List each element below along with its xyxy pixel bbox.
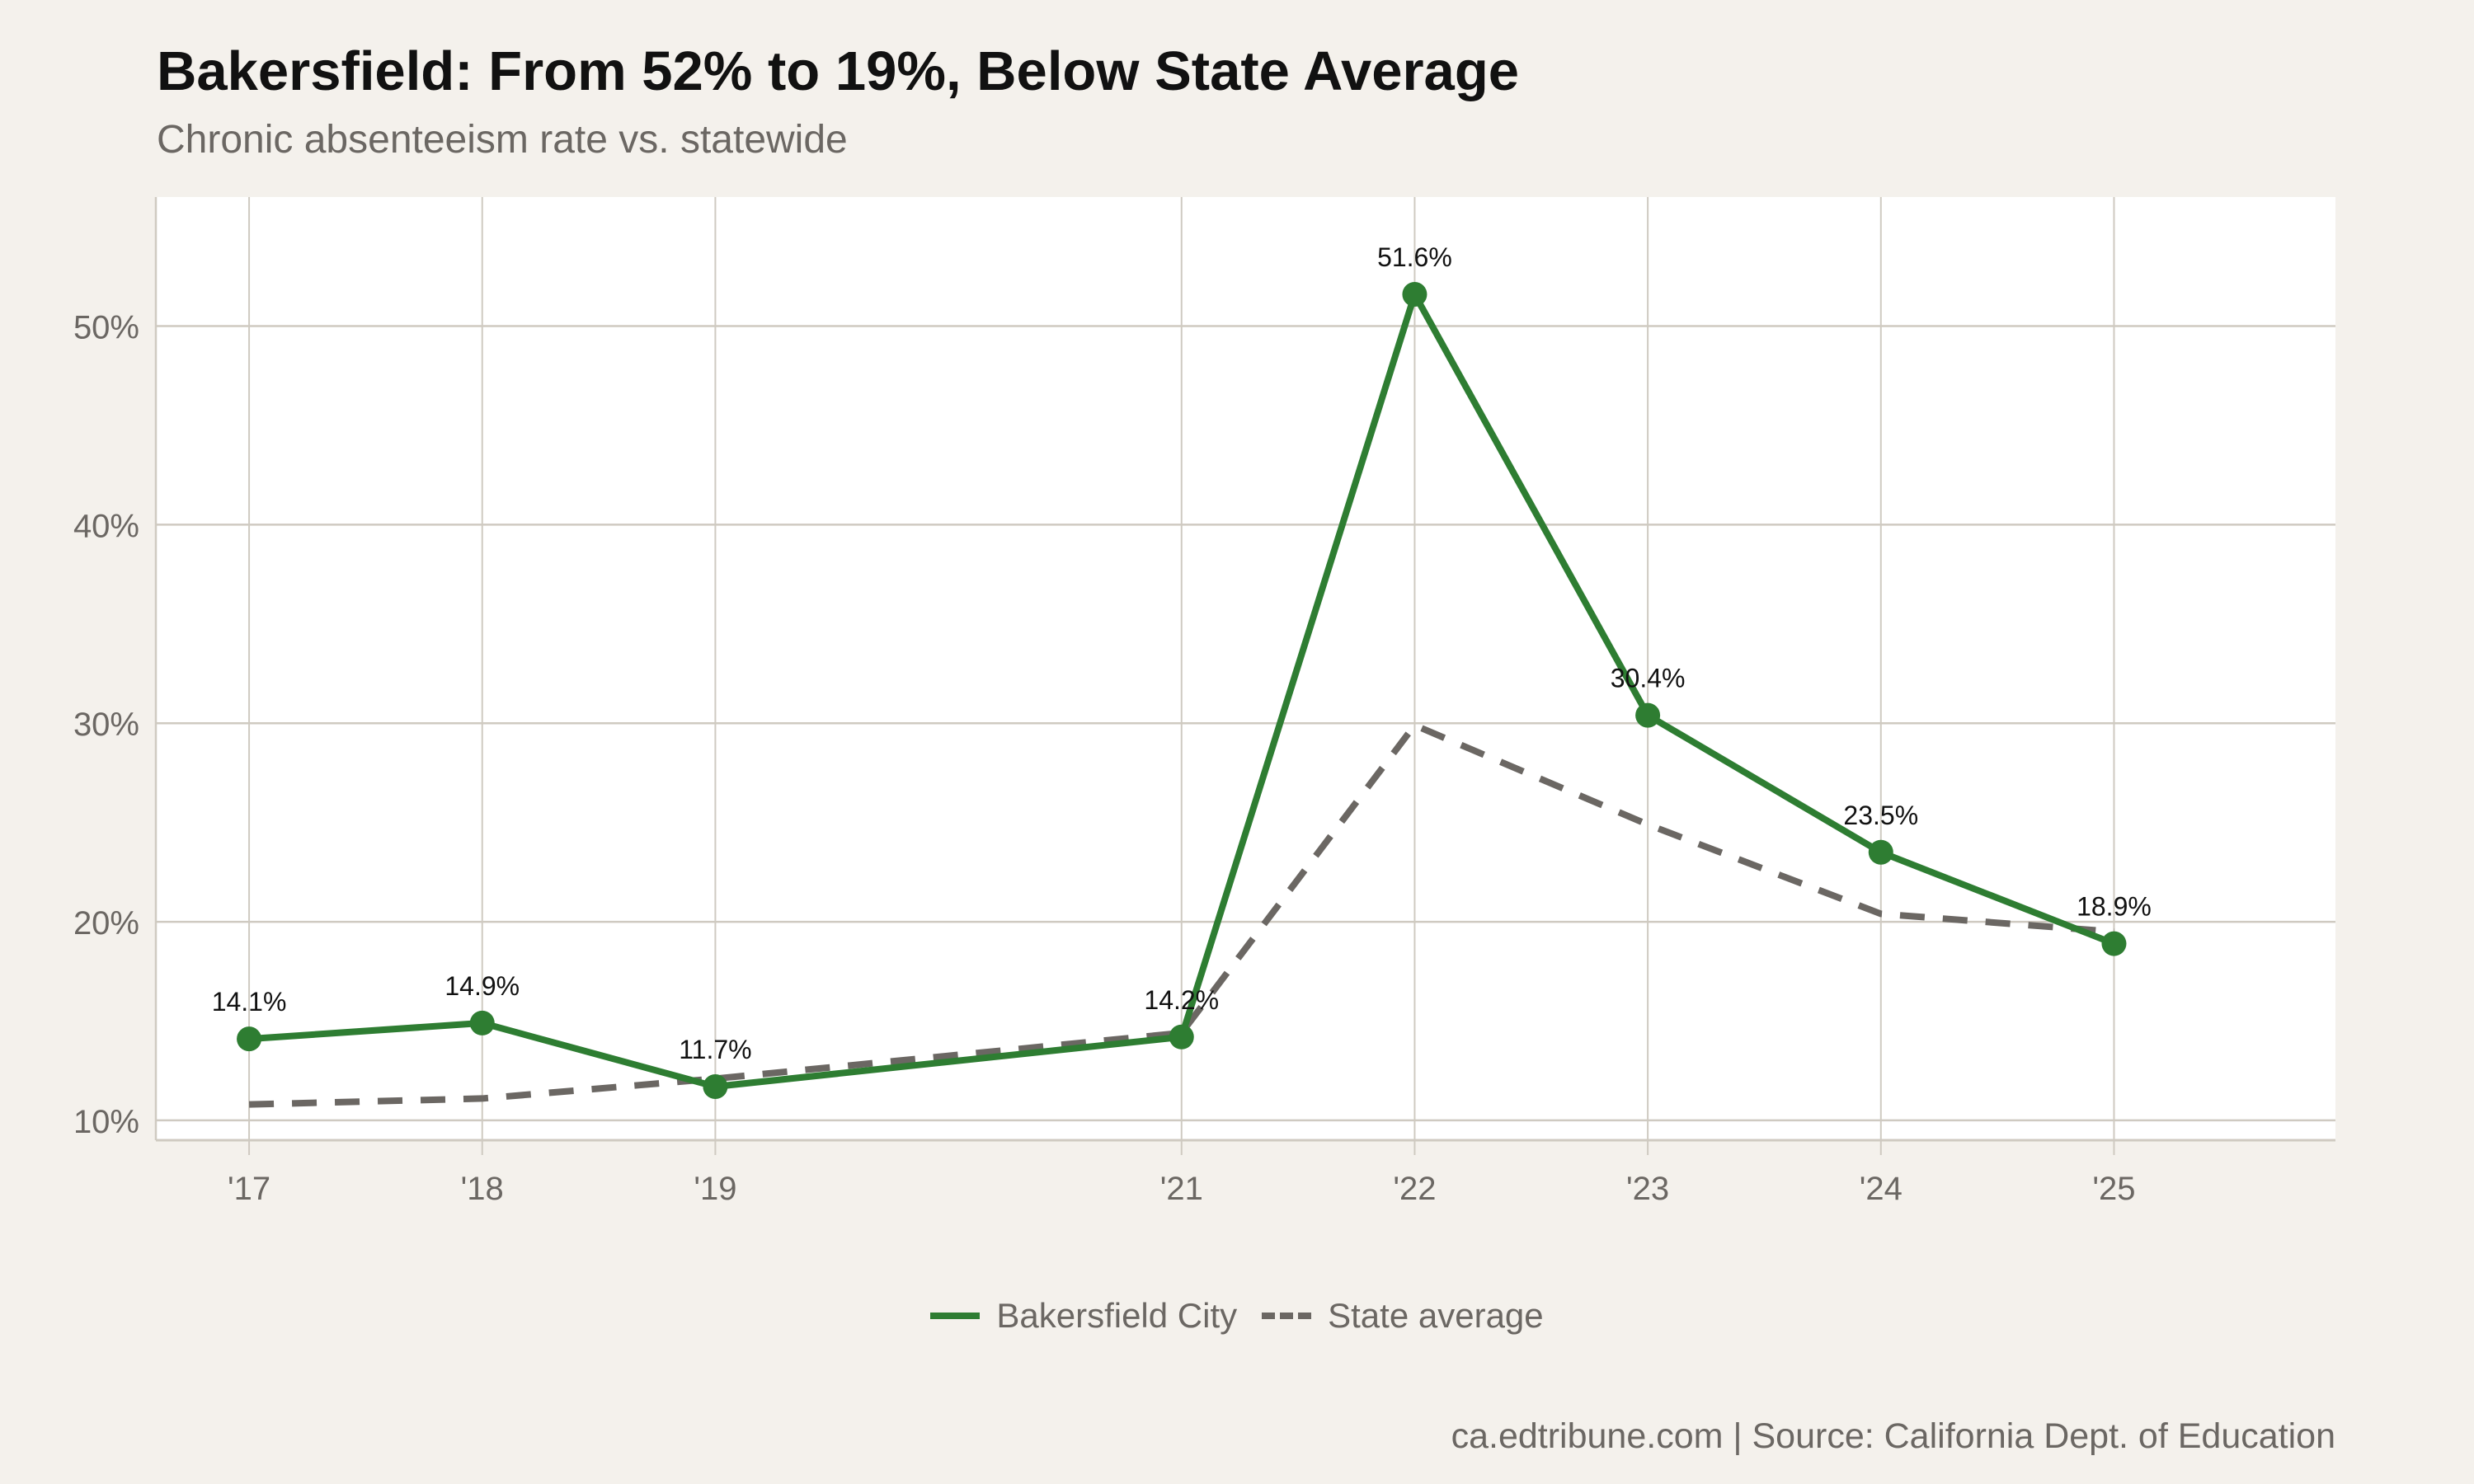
plot-area — [156, 197, 2335, 1140]
x-tick-label: '18 — [461, 1171, 504, 1207]
legend-label: Bakersfield City — [996, 1296, 1238, 1335]
series-line-bakersfield — [248, 291, 2115, 1090]
y-tick-label: 30% — [73, 707, 139, 743]
data-label: 14.1% — [212, 987, 287, 1017]
data-point — [703, 1073, 728, 1099]
legend-label: State average — [1328, 1296, 1544, 1335]
data-point — [237, 1026, 262, 1052]
data-point — [1169, 1024, 1194, 1050]
y-tick-label: 20% — [73, 905, 139, 942]
y-tick-label: 50% — [73, 310, 139, 346]
x-tick-label: '25 — [2092, 1171, 2135, 1207]
series-line-state-average — [248, 721, 2114, 1108]
data-point — [1868, 839, 1893, 865]
data-label: 14.2% — [1144, 985, 1219, 1015]
data-label: 23.5% — [1843, 801, 1918, 830]
legend-swatch-dashed — [1262, 1313, 1312, 1319]
legend-item-state: State average — [1262, 1296, 1544, 1336]
source-caption: ca.edtribune.com | Source: California De… — [1451, 1416, 2335, 1456]
x-tick-label: '22 — [1393, 1171, 1436, 1207]
legend: Bakersfield City State average — [0, 1296, 2474, 1336]
x-tick-label: '24 — [1860, 1171, 1903, 1207]
data-label: 11.7% — [679, 1035, 751, 1064]
data-label: 14.9% — [444, 971, 520, 1001]
data-point — [2101, 931, 2127, 956]
data-point — [1402, 282, 1427, 308]
chart-subtitle: Chronic absenteeism rate vs. statewide — [157, 118, 848, 162]
data-label: 51.6% — [1377, 242, 1452, 272]
legend-item-bakersfield: Bakersfield City — [930, 1296, 1237, 1336]
legend-swatch-solid — [930, 1313, 981, 1319]
x-tick-label: '23 — [1626, 1171, 1669, 1207]
chart-title: Bakersfield: From 52% to 19%, Below Stat… — [157, 40, 1520, 102]
data-point — [469, 1010, 495, 1036]
data-label: 30.4% — [1611, 664, 1686, 693]
x-tick-label: '19 — [694, 1171, 736, 1207]
data-point — [1635, 702, 1661, 728]
data-label: 18.9% — [2077, 892, 2152, 922]
x-tick-label: '17 — [228, 1171, 270, 1207]
x-tick-label: '21 — [1160, 1171, 1203, 1207]
y-tick-label: 40% — [73, 508, 139, 544]
y-tick-label: 10% — [73, 1104, 139, 1140]
